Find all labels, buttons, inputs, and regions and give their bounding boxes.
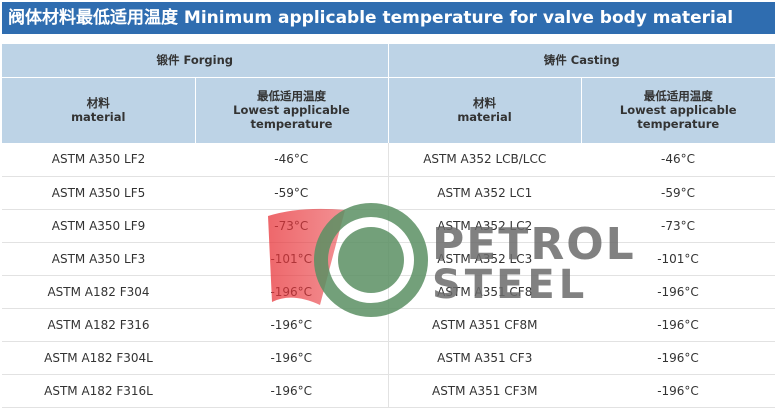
casting-temp-cell: -101°C bbox=[581, 242, 776, 276]
table-row: ASTM A350 LF2 -46°C ASTM A352 LCB/LCC -46°C bbox=[2, 143, 776, 177]
title-bar: 阀体材料最低适用温度 Minimum applicable temperatur… bbox=[0, 0, 777, 36]
forging-temp-cell: -73°C bbox=[195, 209, 388, 243]
forging-material-cell: ASTM A350 LF9 bbox=[2, 209, 195, 243]
casting-material-cell: ASTM A351 CF8M bbox=[387, 308, 581, 342]
casting-temp-cell: -196°C bbox=[581, 341, 776, 375]
temp-en-label-1: Lowest applicable bbox=[619, 103, 737, 118]
table-row: ASTM A182 F304 -196°C ASTM A351 CF8 -196°C bbox=[2, 275, 776, 309]
casting-material-cell: ASTM A351 CF8 bbox=[387, 275, 581, 309]
casting-temp-header: 最低适用温度 Lowest applicable temperature bbox=[580, 76, 776, 143]
forging-group-header: 锻件 Forging bbox=[2, 44, 388, 77]
forging-material-header: 材料 material bbox=[2, 76, 195, 143]
casting-material-cell: ASTM A351 CF3M bbox=[387, 374, 581, 408]
temp-en-label-1: Lowest applicable bbox=[233, 103, 350, 118]
material-en-label: material bbox=[457, 110, 512, 125]
casting-temp-cell: -59°C bbox=[581, 176, 776, 210]
temperature-table: 锻件 Forging 铸件 Casting 材料 material 最低适用温度… bbox=[2, 44, 776, 408]
temp-en-label-2: temperature bbox=[637, 117, 720, 132]
forging-material-cell: ASTM A350 LF2 bbox=[2, 143, 195, 177]
page-title: 阀体材料最低适用温度 Minimum applicable temperatur… bbox=[2, 2, 775, 34]
forging-material-cell: ASTM A350 LF3 bbox=[2, 242, 195, 276]
forging-temp-cell: -196°C bbox=[195, 374, 388, 408]
casting-temp-cell: -196°C bbox=[581, 374, 776, 408]
material-cn-label: 材料 bbox=[86, 96, 110, 111]
forging-material-cell: ASTM A182 F304L bbox=[2, 341, 195, 375]
temp-cn-label: 最低适用温度 bbox=[643, 89, 713, 104]
forging-temp-cell: -59°C bbox=[195, 176, 388, 210]
table-row: ASTM A350 LF3 -101°C ASTM A352 LC3 -101°C bbox=[2, 242, 776, 276]
forging-temp-cell: -101°C bbox=[195, 242, 388, 276]
forging-temp-cell: -196°C bbox=[195, 341, 388, 375]
casting-material-cell: ASTM A352 LCB/LCC bbox=[387, 143, 581, 177]
casting-material-header: 材料 material bbox=[387, 76, 581, 143]
casting-group-header: 铸件 Casting bbox=[387, 44, 776, 77]
material-en-label: material bbox=[71, 110, 126, 125]
casting-temp-cell: -73°C bbox=[581, 209, 776, 243]
forging-material-cell: ASTM A182 F304 bbox=[2, 275, 195, 309]
table-row: ASTM A350 LF5 -59°C ASTM A352 LC1 -59°C bbox=[2, 176, 776, 210]
table-row: ASTM A182 F316L -196°C ASTM A351 CF3M -196°… bbox=[2, 374, 776, 408]
forging-temp-cell: -46°C bbox=[195, 143, 388, 177]
table-row: ASTM A182 F316 -196°C ASTM A351 CF8M -196°C bbox=[2, 308, 776, 342]
casting-temp-cell: -196°C bbox=[581, 308, 776, 342]
table-row: ASTM A350 LF9 -73°C ASTM A352 LC2 -73°C bbox=[2, 209, 776, 243]
table-row: ASTM A182 F304L -196°C ASTM A351 CF3 -196°C bbox=[2, 341, 776, 375]
table-body: ASTM A350 LF2 -46°C ASTM A352 LCB/LCC -46°C… bbox=[2, 143, 776, 408]
forging-material-cell: ASTM A182 F316 bbox=[2, 308, 195, 342]
material-cn-label: 材料 bbox=[473, 96, 496, 111]
forging-temp-cell: -196°C bbox=[195, 275, 388, 309]
casting-material-cell: ASTM A352 LC3 bbox=[387, 242, 581, 276]
casting-material-cell: ASTM A352 LC1 bbox=[387, 176, 581, 210]
casting-material-cell: ASTM A351 CF3 bbox=[387, 341, 581, 375]
forging-material-cell: ASTM A182 F316L bbox=[2, 374, 195, 408]
casting-material-cell: ASTM A352 LC2 bbox=[387, 209, 581, 243]
casting-temp-cell: -196°C bbox=[581, 275, 776, 309]
temp-en-label-2: temperature bbox=[250, 117, 333, 132]
forging-material-cell: ASTM A350 LF5 bbox=[2, 176, 195, 210]
forging-temp-header: 最低适用温度 Lowest applicable temperature bbox=[194, 76, 388, 143]
temp-cn-label: 最低适用温度 bbox=[257, 89, 326, 104]
forging-temp-cell: -196°C bbox=[195, 308, 388, 342]
casting-temp-cell: -46°C bbox=[581, 143, 776, 177]
